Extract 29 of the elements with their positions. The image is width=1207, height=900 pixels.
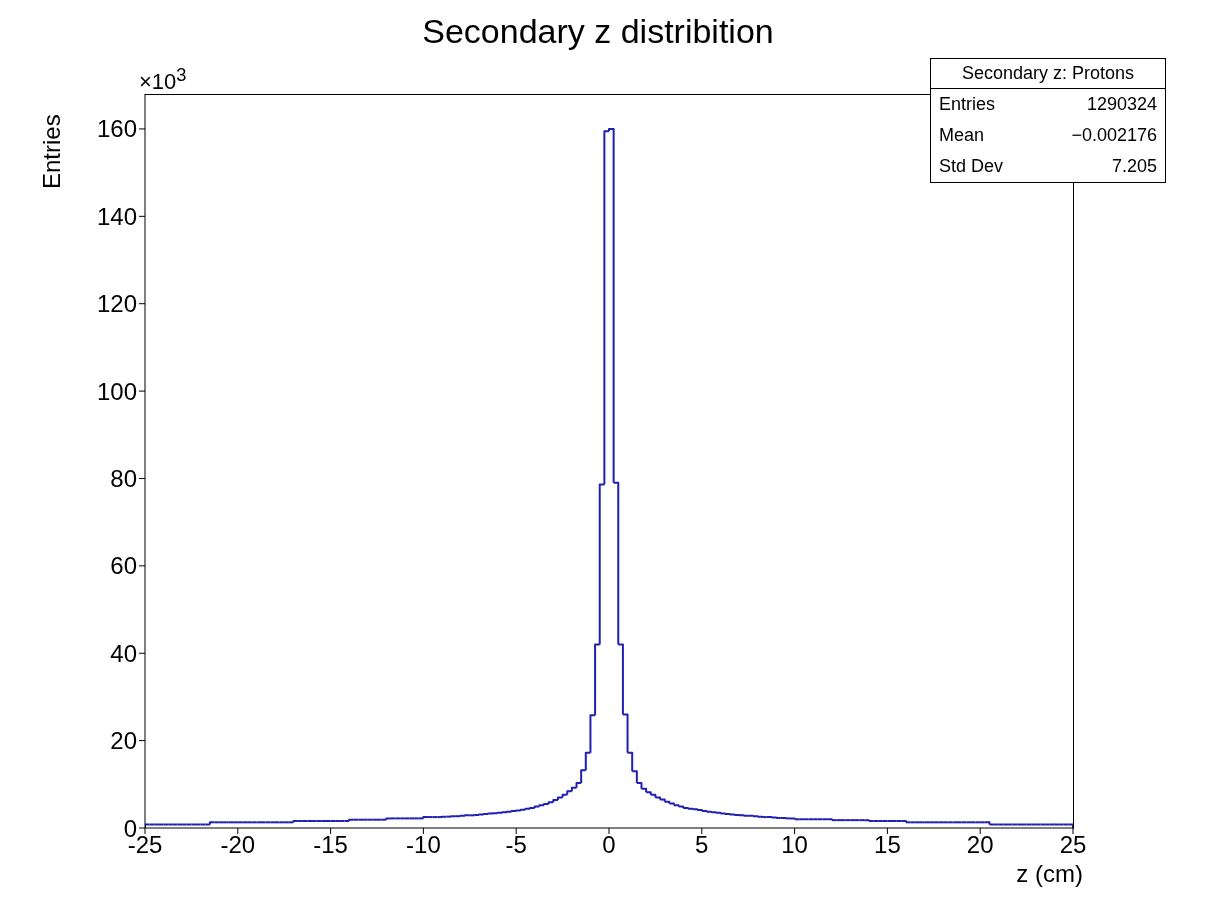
y-axis-title: Entries	[38, 114, 66, 189]
annotation: Mean	[939, 125, 985, 146]
annotation: Std Dev	[939, 156, 1004, 177]
y-tick-label: 100	[96, 377, 137, 405]
x-tick-label: -20	[220, 831, 256, 859]
x-tick-label: 10	[781, 831, 808, 859]
x-tick-label: -15	[313, 831, 348, 859]
y-tick-label: 160	[96, 115, 137, 143]
text: Secondary z: Protons	[931, 59, 1165, 89]
x-tick-label: -10	[406, 831, 441, 859]
y-tick-label: 80	[110, 465, 137, 492]
x-axis-title: z (cm)	[1016, 860, 1083, 888]
chart-title: Secondary z distribition	[421, 12, 775, 51]
x-tick-label: 15	[874, 831, 901, 859]
y-tick-label: 20	[110, 727, 137, 755]
x-tick-label: 0	[602, 831, 616, 859]
annotation: −0.002176	[1071, 125, 1157, 146]
y-tick-label: 140	[96, 202, 137, 230]
x-tick-label: 20	[966, 831, 994, 859]
y-tick-label: 60	[110, 552, 137, 580]
text: 1290324	[1086, 94, 1157, 115]
text: 7.205	[1111, 156, 1157, 177]
annotation: ×10$^{3}$	[139, 64, 187, 95]
annotation: Entries	[939, 94, 996, 115]
x-tick-label: -5	[505, 831, 527, 859]
y-tick-label: 40	[110, 639, 137, 667]
y-tick-label: 120	[96, 290, 137, 318]
x-tick-label: 5	[695, 831, 709, 859]
x-tick-label: 25	[1059, 831, 1087, 859]
